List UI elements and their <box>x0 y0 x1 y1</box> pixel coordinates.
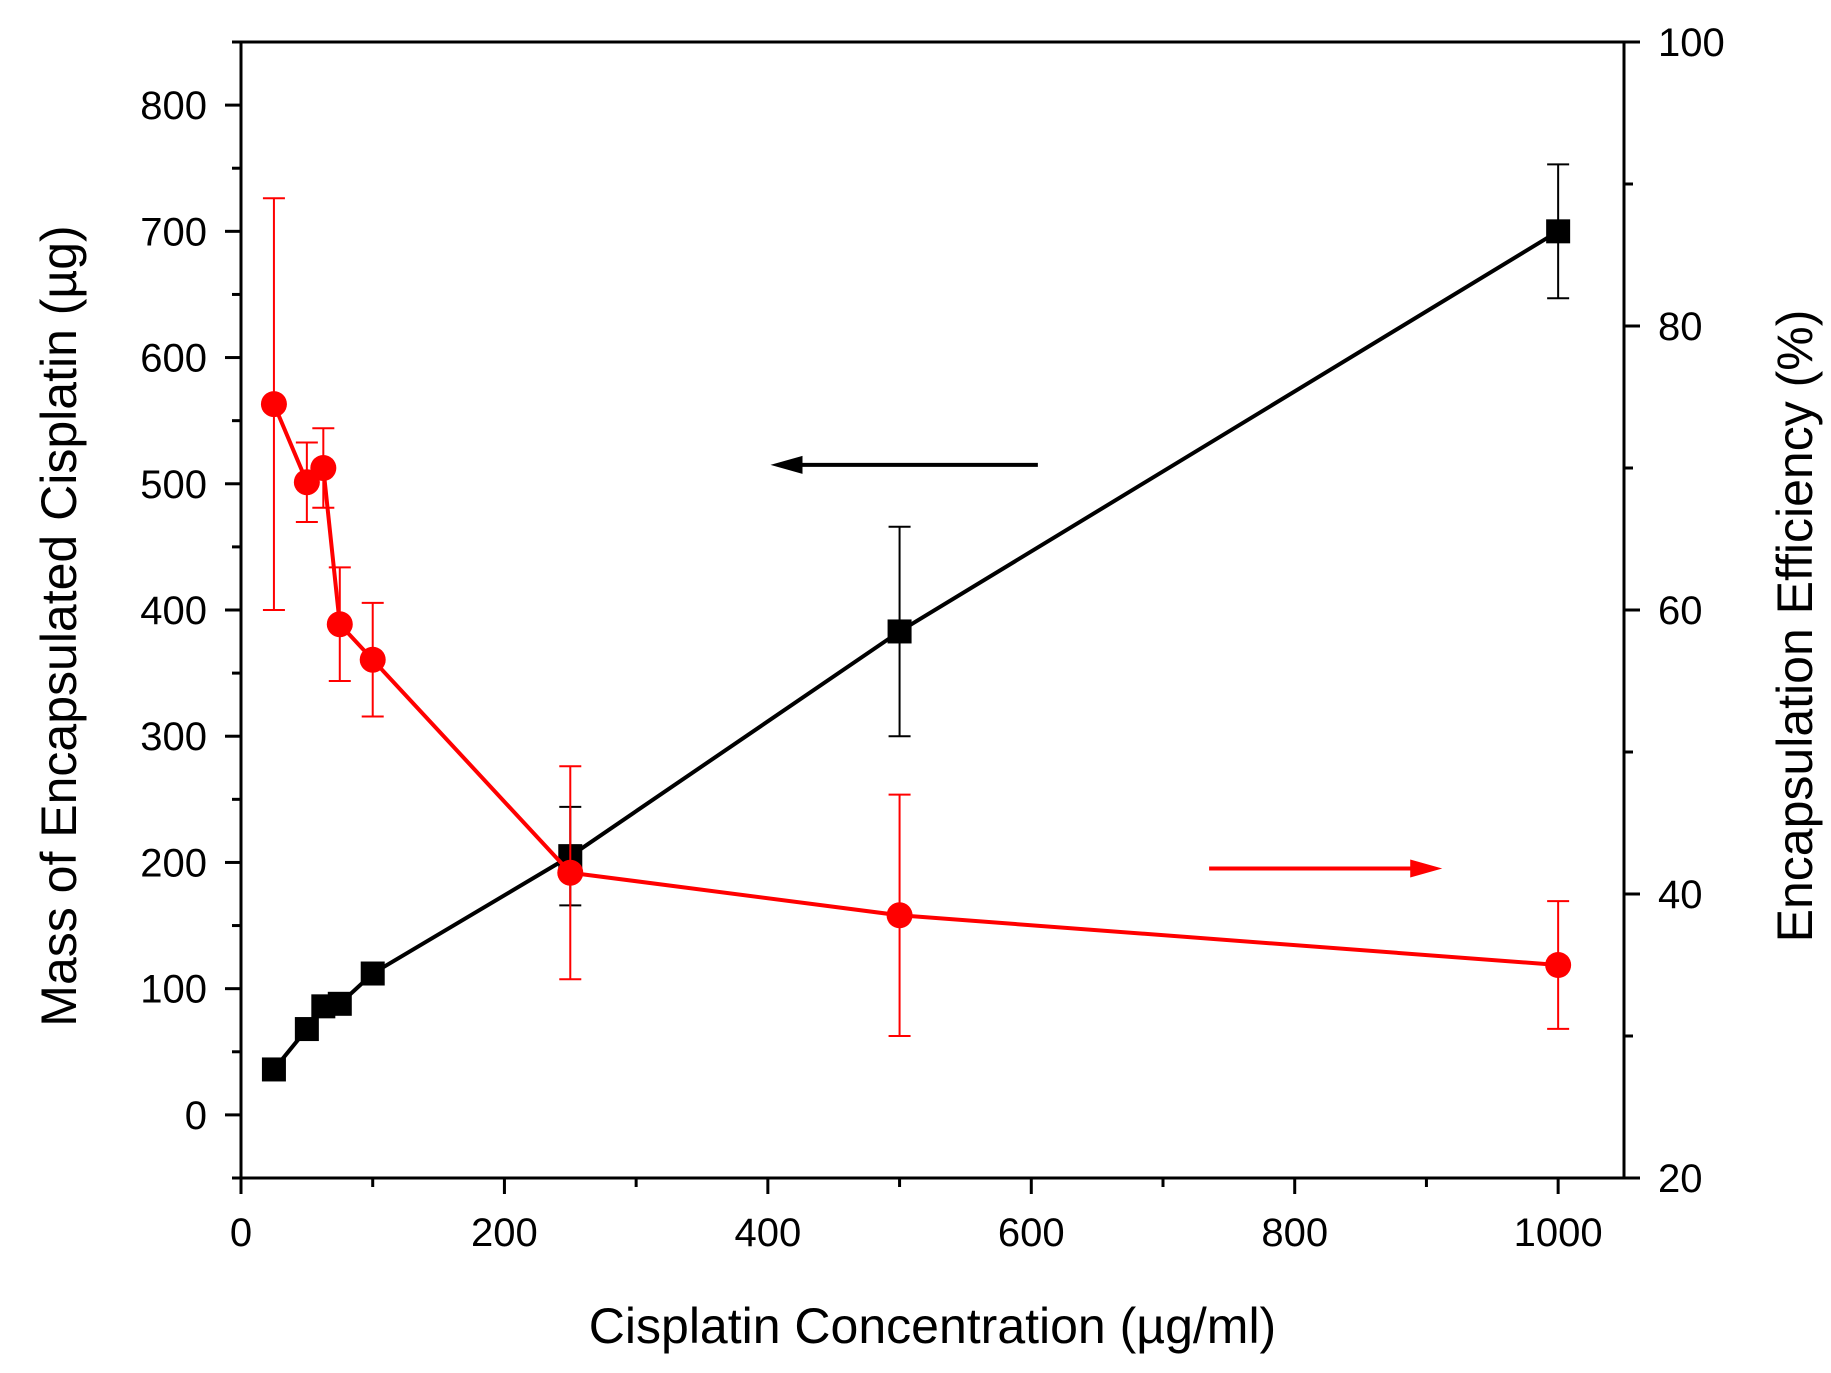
y-tick-label: 800 <box>140 84 207 128</box>
series-layer <box>260 163 1572 1082</box>
data-point <box>327 991 352 1016</box>
x-tick-label: 400 <box>734 1211 801 1255</box>
data-point <box>326 611 353 638</box>
data-point <box>887 619 912 644</box>
y-tick-label: 300 <box>140 715 207 759</box>
data-point <box>557 859 584 886</box>
series-line <box>272 403 1559 967</box>
y2-tick-label: 60 <box>1658 589 1703 633</box>
y2-axis-title: Encapsulation Efficiency (%) <box>1767 310 1823 943</box>
data-point <box>886 902 913 929</box>
y2-tick-label: 20 <box>1658 1157 1703 1201</box>
ticks: 0 200 400 600 800 1000 0 100 200 300 400 500 600 700 8… <box>140 21 1725 1255</box>
data-point <box>310 455 337 481</box>
y2-tick-label: 80 <box>1658 305 1703 349</box>
right-axis-arrowhead <box>1410 859 1443 878</box>
data-point <box>261 1057 286 1082</box>
series-efficiency <box>260 197 1572 1037</box>
data-point <box>360 961 385 986</box>
y-tick-label: 400 <box>140 589 207 633</box>
data-point <box>359 646 386 673</box>
arrows <box>770 455 1443 878</box>
y-tick-label: 500 <box>140 463 207 507</box>
y-tick-label: 0 <box>185 1094 207 1138</box>
x-tick-label: 0 <box>230 1211 252 1255</box>
y2-tick-label: 40 <box>1658 873 1703 917</box>
data-point <box>260 391 287 418</box>
y-tick-label: 600 <box>140 337 207 381</box>
x-tick-label: 1000 <box>1514 1211 1603 1255</box>
x-tick-label: 800 <box>1261 1211 1328 1255</box>
y-tick-label: 200 <box>140 841 207 885</box>
series-mass <box>261 163 1571 1082</box>
data-point <box>1546 219 1571 244</box>
x-axis-title: Cisplatin Concentration (µg/ml) <box>589 1298 1276 1354</box>
series-line <box>272 229 1560 1071</box>
x-tick-label: 200 <box>471 1211 538 1255</box>
data-point <box>1545 952 1572 978</box>
x-tick-label: 600 <box>998 1211 1065 1255</box>
y-tick-label: 100 <box>140 968 207 1012</box>
left-axis-arrowhead <box>770 455 803 474</box>
data-point <box>294 1017 319 1042</box>
y-tick-label: 700 <box>140 210 207 254</box>
y2-tick-label: 100 <box>1658 21 1725 65</box>
y-axis-title: Mass of Encapsulated Cisplatin (µg) <box>31 225 87 1026</box>
